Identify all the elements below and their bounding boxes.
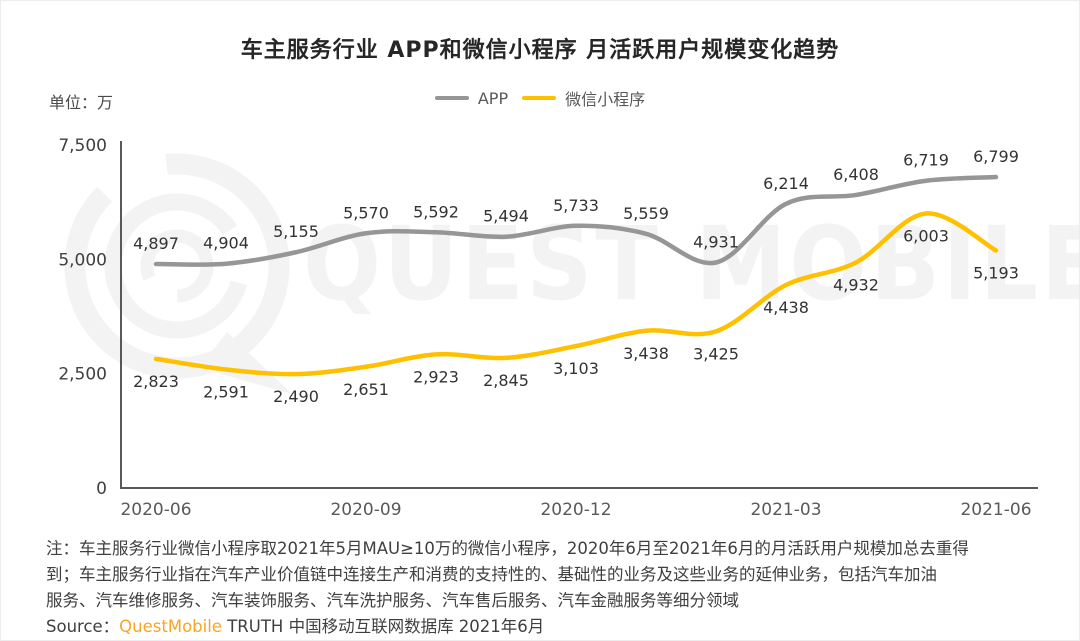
app-line-swatch [434, 96, 469, 100]
data-label: 3,103 [553, 359, 599, 378]
axis-lines [120, 141, 1038, 489]
y-tick-label: 7,500 [58, 136, 107, 156]
x-tick-label: 2021-03 [750, 500, 821, 520]
data-label: 5,570 [343, 203, 389, 222]
data-label: 2,591 [203, 383, 249, 402]
data-label: 5,592 [413, 202, 459, 221]
data-label: 6,003 [903, 226, 949, 245]
source-prefix: Source： [46, 617, 120, 636]
miniprogram-line-swatch [522, 96, 557, 100]
data-label: 4,897 [133, 234, 179, 253]
data-label: 2,823 [133, 372, 179, 391]
page-title: 车主服务行业 APP和微信小程序 月活跃用户规模变化趋势 [240, 38, 840, 63]
data-label: 3,425 [693, 344, 739, 363]
unit-label: 单位：万 [49, 93, 114, 112]
legend-item-miniprogram: 微信小程序 [522, 86, 645, 110]
legend-item-app: APP [434, 88, 509, 108]
data-label: 6,214 [763, 174, 809, 193]
x-tick-label: 2020-06 [120, 500, 191, 520]
data-label: 6,799 [973, 147, 1019, 166]
data-label: 5,733 [553, 196, 599, 215]
note-line-2: 到；车主服务行业指在汽车产业价值链中连接生产和消费的支持性的、基础性的业务及这些… [46, 565, 937, 584]
data-label: 2,651 [343, 380, 389, 399]
data-label: 6,408 [833, 165, 879, 184]
data-label: 2,845 [483, 371, 529, 390]
data-label: 2,923 [413, 367, 459, 386]
legend-app-label: APP [477, 88, 509, 108]
data-label: 2,490 [273, 387, 319, 406]
source-suffix: TRUTH 中国移动互联网数据库 2021年6月 [221, 617, 545, 636]
y-tick-label: 5,000 [58, 250, 107, 270]
x-tick-label: 2020-12 [540, 500, 611, 520]
data-label: 4,932 [833, 275, 879, 294]
data-label: 4,438 [763, 298, 809, 317]
legend-miniprogram-label: 微信小程序 [565, 90, 646, 109]
footer-notes: 注：车主服务行业微信小程序取2021年5月MAU≥10万的微信小程序，2020年… [46, 536, 1048, 640]
source-line: Source：QuestMobile TRUTH 中国移动互联网数据库 2021… [46, 614, 1048, 640]
series-line-miniprogram [153, 211, 999, 377]
y-tick-label: 2,500 [58, 365, 107, 385]
data-label: 5,193 [973, 264, 1019, 283]
data-label: 4,931 [693, 232, 739, 251]
x-tick-label: 2021-06 [960, 500, 1031, 520]
legend: APP 微信小程序 [1, 86, 1079, 110]
data-label: 6,719 [903, 151, 949, 170]
source-brand: QuestMobile [119, 617, 222, 636]
data-label: 3,438 [623, 344, 669, 363]
x-tick-label: 2020-09 [330, 500, 401, 520]
data-label: 5,155 [273, 222, 319, 241]
data-label: 5,559 [623, 204, 669, 223]
note-line-3: 服务、汽车维修服务、汽车装饰服务、汽车洗护服务、汽车售后服务、汽车金融服务等细分… [46, 591, 739, 610]
data-label: 5,494 [483, 207, 529, 226]
note-line-1: 注：车主服务行业微信小程序取2021年5月MAU≥10万的微信小程序，2020年… [46, 539, 969, 558]
data-label: 4,904 [203, 234, 249, 253]
y-tick-label: 0 [96, 479, 107, 499]
series-line-app [153, 174, 999, 267]
